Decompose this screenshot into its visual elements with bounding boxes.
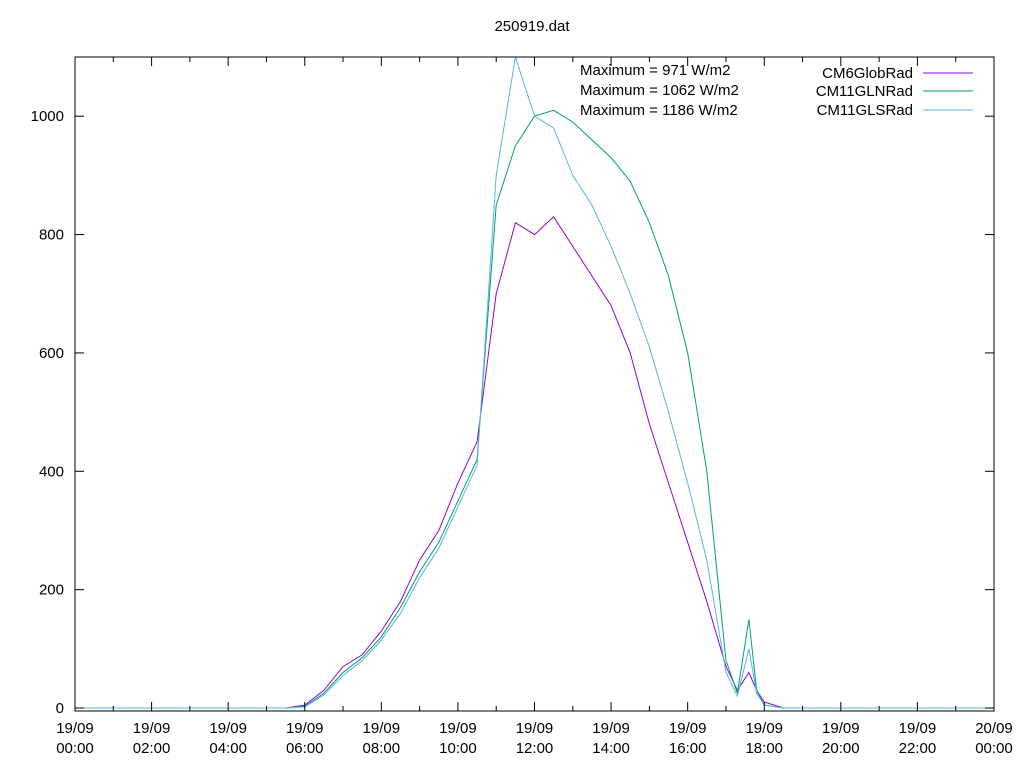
y-tick-label-800: 800 bbox=[39, 227, 64, 244]
axes-layer: 0 200 400 600 800 1000 19/09 00:00 19/09 02:00 19/… bbox=[31, 56, 1013, 757]
x-tick-label-time-24: 00:00 bbox=[975, 740, 1013, 757]
x-tick-label-time-20: 20:00 bbox=[822, 740, 860, 757]
legend: CM6GlobRad CM11GLNRad CM11GLSRad bbox=[816, 65, 973, 119]
x-tick-label-date-4: 19/09 bbox=[209, 720, 247, 737]
series-line-cm11glsrad bbox=[75, 57, 994, 709]
x-tick-label-time-14: 14:00 bbox=[592, 740, 630, 757]
y-tick-label-200: 200 bbox=[39, 582, 64, 599]
x-tick-label-date-2: 19/09 bbox=[133, 720, 171, 737]
annotation-max-cm11gls: Maximum = 1186 W/m2 bbox=[580, 102, 738, 119]
legend-label-cm11glsrad: CM11GLSRad bbox=[817, 102, 913, 119]
y-tick-label-400: 400 bbox=[39, 463, 64, 480]
x-tick-label-time-18: 18:00 bbox=[745, 740, 783, 757]
y-tick-label-0: 0 bbox=[56, 700, 64, 717]
y-tick-label-600: 600 bbox=[39, 345, 64, 362]
y-tick-label-1000: 1000 bbox=[31, 108, 64, 125]
series-line-cm11glnrad bbox=[75, 109, 994, 709]
x-tick-label-date-16: 19/09 bbox=[669, 720, 707, 737]
x-tick-label-time-2: 02:00 bbox=[133, 740, 171, 757]
x-tick-label-date-10: 19/09 bbox=[439, 720, 477, 737]
x-tick-label-time-0: 00:00 bbox=[56, 740, 94, 757]
x-tick-label-time-16: 16:00 bbox=[669, 740, 707, 757]
x-tick-label-time-6: 06:00 bbox=[286, 740, 324, 757]
x-tick-label-time-12: 12:00 bbox=[516, 740, 554, 757]
annotation-max-cm6: Maximum = 971 W/m2 bbox=[580, 62, 730, 79]
x-tick-label-date-24: 20/09 bbox=[975, 720, 1013, 737]
series-line-cm6globrad bbox=[75, 216, 994, 709]
series-layer bbox=[75, 57, 994, 709]
x-tick-label-time-10: 10:00 bbox=[439, 740, 477, 757]
x-tick-label-date-0: 19/09 bbox=[56, 720, 94, 737]
x-tick-label-date-14: 19/09 bbox=[592, 720, 630, 737]
chart-title: 250919.dat bbox=[494, 18, 570, 35]
x-tick-label-date-20: 19/09 bbox=[822, 720, 860, 737]
x-tick-label-date-22: 19/09 bbox=[899, 720, 937, 737]
legend-label-cm6globrad: CM6GlobRad bbox=[822, 65, 913, 82]
plot-frame bbox=[74, 56, 995, 712]
x-tick-label-time-8: 08:00 bbox=[363, 740, 401, 757]
x-tick-label-time-4: 04:00 bbox=[209, 740, 247, 757]
x-tick-label-date-12: 19/09 bbox=[516, 720, 554, 737]
x-tick-label-date-6: 19/09 bbox=[286, 720, 324, 737]
annotation-group: Maximum = 971 W/m2 Maximum = 1062 W/m2 M… bbox=[580, 62, 739, 119]
x-tick-label-time-22: 22:00 bbox=[899, 740, 937, 757]
legend-label-cm11glnrad: CM11GLNRad bbox=[816, 83, 913, 100]
x-tick-label-date-8: 19/09 bbox=[363, 720, 401, 737]
x-tick-label-date-18: 19/09 bbox=[745, 720, 783, 737]
annotation-max-cm11gln: Maximum = 1062 W/m2 bbox=[580, 82, 739, 99]
